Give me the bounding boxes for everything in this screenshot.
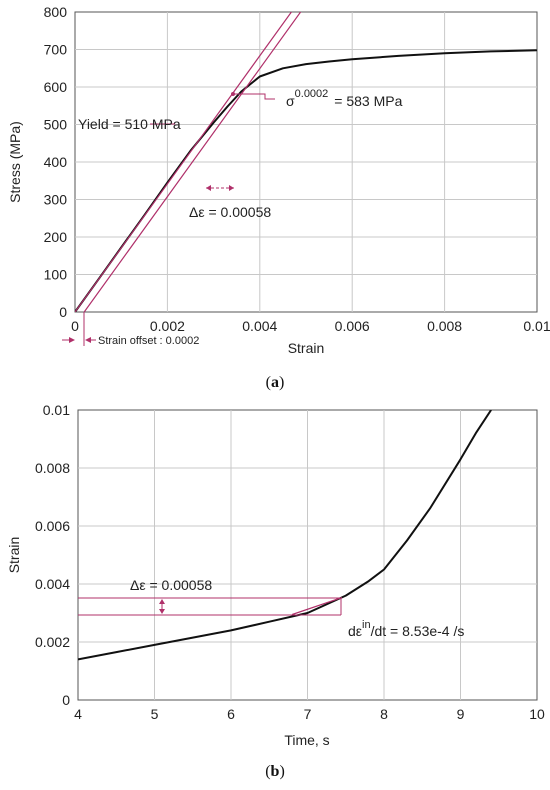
chart-a-ytick-label: 700	[44, 42, 68, 58]
chart-b-delta-arrowhead-up	[159, 599, 165, 604]
chart-b-ytick-label: 0.008	[35, 460, 70, 476]
chart-a-delta-arrowhead-right	[229, 185, 234, 191]
chart-a-panel-label: (a)	[266, 374, 285, 391]
chart-b-xtick-label: 8	[380, 706, 388, 722]
chart-b-panel-label: (b)	[265, 763, 285, 780]
chart-b: 4 5 6 7 8 9 10 0 0.002 0.004 0.006 0.008 0.01 Time, …	[6, 402, 545, 780]
chart-b-ytick-label: 0.006	[35, 518, 70, 534]
chart-a-xtick-label: 0.006	[335, 318, 370, 334]
chart-b-data-curve	[78, 410, 492, 661]
chart-a-xtick-label: 0.004	[242, 318, 277, 334]
chart-b-ticks: 4 5 6 7 8 9 10 0 0.002 0.004 0.006 0.008 0.01	[35, 402, 545, 722]
chart-b-xtick-label: 7	[304, 706, 312, 722]
chart-b-ytick-label: 0.01	[43, 402, 70, 418]
chart-a-ytick-label: 200	[44, 229, 68, 245]
chart-b-ytick-label: 0.004	[35, 576, 70, 592]
chart-a-yield-label: Yield = 510 MPa	[78, 116, 181, 132]
chart-a-xtick-label: 0	[71, 318, 79, 334]
chart-a-reference-line	[75, 12, 293, 312]
chart-a-delta-label: Δε = 0.00058	[189, 204, 271, 220]
chart-a-ytick-label: 800	[44, 4, 68, 20]
chart-a-ylabel: Stress (MPa)	[7, 121, 23, 203]
chart-b-xtick-label: 4	[74, 706, 82, 722]
chart-b-ytick-label: 0	[62, 692, 70, 708]
chart-a-offset-intersection	[231, 92, 235, 96]
chart-b-xtick-label: 9	[457, 706, 465, 722]
chart-a-xtick-label: 0.01	[523, 318, 550, 334]
chart-a-ytick-label: 400	[44, 154, 68, 170]
chart-b-ytick-label: 0.002	[35, 634, 70, 650]
chart-a-xtick-label: 0.008	[427, 318, 462, 334]
chart-b-rate-label: dεin/dt = 8.53e-4 /s	[348, 619, 464, 639]
chart-a-ytick-label: 600	[44, 79, 68, 95]
chart-b-xlabel: Time, s	[284, 732, 329, 748]
chart-a-sigma-label: σ0.0002 = 583 MPa	[286, 88, 403, 109]
chart-b-xtick-label: 5	[151, 706, 159, 722]
chart-b-xtick-label: 10	[529, 706, 545, 722]
chart-a-ticks: 0 0.002 0.004 0.006 0.008 0.01 0 100 200 300 400 50…	[44, 4, 550, 334]
chart-a: 0 0.002 0.004 0.006 0.008 0.01 0 100 200 300 400 50…	[7, 4, 550, 391]
chart-a-offset-arrowhead-left	[69, 337, 75, 343]
chart-b-delta-label: Δε = 0.00058	[130, 577, 212, 593]
chart-b-ylabel: Strain	[6, 537, 22, 574]
chart-a-series	[75, 12, 537, 312]
chart-a-offset-label: Strain offset : 0.0002	[98, 335, 199, 347]
chart-b-reference-line	[292, 597, 343, 616]
chart-a-ytick-label: 300	[44, 192, 68, 208]
chart-a-ytick-label: 500	[44, 117, 68, 133]
chart-a-xtick-label: 0.002	[150, 318, 185, 334]
chart-b-series	[78, 410, 492, 661]
chart-b-delta-arrowhead-down	[159, 609, 165, 614]
chart-a-sigma-leader	[233, 93, 275, 100]
chart-a-ytick-label: 0	[59, 304, 67, 320]
chart-a-delta-arrowhead-left	[206, 185, 211, 191]
chart-a-xlabel: Strain	[288, 340, 325, 356]
chart-a-offset-arrowhead-right	[85, 337, 91, 343]
chart-a-ytick-label: 100	[44, 267, 68, 283]
chart-b-xtick-label: 6	[227, 706, 235, 722]
chart-a-grid	[75, 12, 537, 312]
chart-a-reference-line	[83, 12, 302, 312]
